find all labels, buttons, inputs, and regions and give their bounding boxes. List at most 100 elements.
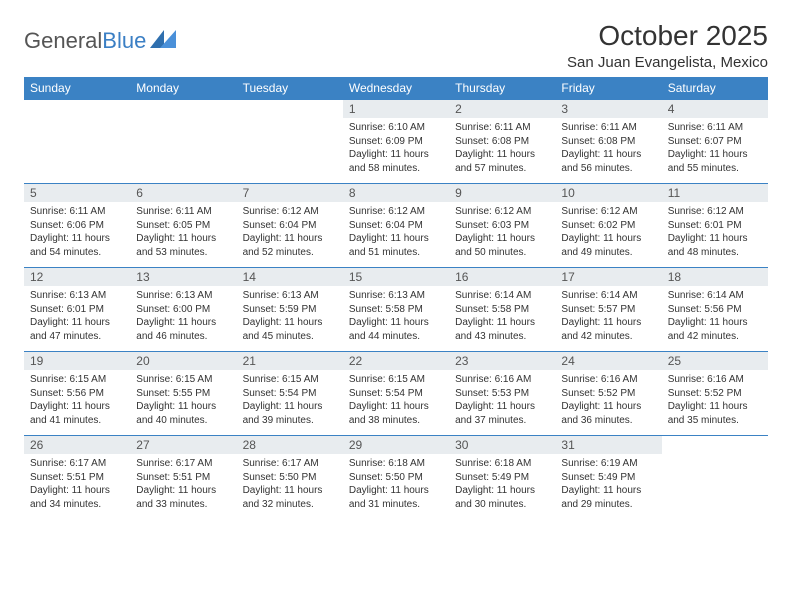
calendar-cell: 21Sunrise: 6:15 AMSunset: 5:54 PMDayligh…	[237, 351, 343, 435]
day-details: Sunrise: 6:19 AMSunset: 5:49 PMDaylight:…	[555, 454, 661, 515]
calendar-cell: 18Sunrise: 6:14 AMSunset: 5:56 PMDayligh…	[662, 267, 768, 351]
day-details: Sunrise: 6:12 AMSunset: 6:04 PMDaylight:…	[237, 202, 343, 263]
day-details: Sunrise: 6:16 AMSunset: 5:53 PMDaylight:…	[449, 370, 555, 431]
day-details: Sunrise: 6:15 AMSunset: 5:54 PMDaylight:…	[237, 370, 343, 431]
calendar-cell: 17Sunrise: 6:14 AMSunset: 5:57 PMDayligh…	[555, 267, 661, 351]
day-number: 3	[555, 100, 661, 118]
logo-icon	[150, 28, 176, 54]
day-details: Sunrise: 6:12 AMSunset: 6:04 PMDaylight:…	[343, 202, 449, 263]
calendar-cell: 8Sunrise: 6:12 AMSunset: 6:04 PMDaylight…	[343, 183, 449, 267]
day-details: Sunrise: 6:11 AMSunset: 6:08 PMDaylight:…	[555, 118, 661, 179]
day-details: Sunrise: 6:17 AMSunset: 5:51 PMDaylight:…	[130, 454, 236, 515]
day-details: Sunrise: 6:11 AMSunset: 6:05 PMDaylight:…	[130, 202, 236, 263]
day-header: Tuesday	[237, 77, 343, 99]
calendar-cell: 22Sunrise: 6:15 AMSunset: 5:54 PMDayligh…	[343, 351, 449, 435]
calendar-cell: 15Sunrise: 6:13 AMSunset: 5:58 PMDayligh…	[343, 267, 449, 351]
logo-text-2: Blue	[102, 28, 146, 54]
day-details: Sunrise: 6:16 AMSunset: 5:52 PMDaylight:…	[662, 370, 768, 431]
day-details: Sunrise: 6:15 AMSunset: 5:54 PMDaylight:…	[343, 370, 449, 431]
day-number: 26	[24, 436, 130, 454]
month-title: October 2025	[567, 20, 768, 52]
calendar-cell: 26Sunrise: 6:17 AMSunset: 5:51 PMDayligh…	[24, 435, 130, 519]
day-number: 7	[237, 184, 343, 202]
calendar-row: 19Sunrise: 6:15 AMSunset: 5:56 PMDayligh…	[24, 351, 768, 435]
day-details: Sunrise: 6:14 AMSunset: 5:57 PMDaylight:…	[555, 286, 661, 347]
day-details: Sunrise: 6:11 AMSunset: 6:06 PMDaylight:…	[24, 202, 130, 263]
calendar-row: 1Sunrise: 6:10 AMSunset: 6:09 PMDaylight…	[24, 99, 768, 183]
calendar-cell: 3Sunrise: 6:11 AMSunset: 6:08 PMDaylight…	[555, 99, 661, 183]
day-number: 5	[24, 184, 130, 202]
day-details: Sunrise: 6:13 AMSunset: 6:01 PMDaylight:…	[24, 286, 130, 347]
day-number: 15	[343, 268, 449, 286]
calendar-row: 26Sunrise: 6:17 AMSunset: 5:51 PMDayligh…	[24, 435, 768, 519]
location: San Juan Evangelista, Mexico	[567, 54, 768, 71]
day-details: Sunrise: 6:16 AMSunset: 5:52 PMDaylight:…	[555, 370, 661, 431]
day-number: 19	[24, 352, 130, 370]
day-number: 27	[130, 436, 236, 454]
calendar-cell: 29Sunrise: 6:18 AMSunset: 5:50 PMDayligh…	[343, 435, 449, 519]
calendar-row: 5Sunrise: 6:11 AMSunset: 6:06 PMDaylight…	[24, 183, 768, 267]
day-number: 11	[662, 184, 768, 202]
calendar-row: 12Sunrise: 6:13 AMSunset: 6:01 PMDayligh…	[24, 267, 768, 351]
day-number: 24	[555, 352, 661, 370]
day-details: Sunrise: 6:13 AMSunset: 5:59 PMDaylight:…	[237, 286, 343, 347]
calendar-cell	[662, 435, 768, 519]
day-number: 9	[449, 184, 555, 202]
day-details: Sunrise: 6:15 AMSunset: 5:55 PMDaylight:…	[130, 370, 236, 431]
calendar-cell: 2Sunrise: 6:11 AMSunset: 6:08 PMDaylight…	[449, 99, 555, 183]
day-number: 21	[237, 352, 343, 370]
calendar-cell: 25Sunrise: 6:16 AMSunset: 5:52 PMDayligh…	[662, 351, 768, 435]
day-number: 17	[555, 268, 661, 286]
day-details: Sunrise: 6:13 AMSunset: 6:00 PMDaylight:…	[130, 286, 236, 347]
day-details: Sunrise: 6:13 AMSunset: 5:58 PMDaylight:…	[343, 286, 449, 347]
day-header: Wednesday	[343, 77, 449, 99]
calendar-cell: 16Sunrise: 6:14 AMSunset: 5:58 PMDayligh…	[449, 267, 555, 351]
calendar-body: 1Sunrise: 6:10 AMSunset: 6:09 PMDaylight…	[24, 99, 768, 519]
day-number: 20	[130, 352, 236, 370]
day-details: Sunrise: 6:11 AMSunset: 6:08 PMDaylight:…	[449, 118, 555, 179]
calendar-cell: 12Sunrise: 6:13 AMSunset: 6:01 PMDayligh…	[24, 267, 130, 351]
calendar-cell: 4Sunrise: 6:11 AMSunset: 6:07 PMDaylight…	[662, 99, 768, 183]
calendar-table: SundayMondayTuesdayWednesdayThursdayFrid…	[24, 77, 768, 519]
logo: GeneralBlue	[24, 20, 176, 54]
day-header: Monday	[130, 77, 236, 99]
day-header: Thursday	[449, 77, 555, 99]
calendar-cell: 23Sunrise: 6:16 AMSunset: 5:53 PMDayligh…	[449, 351, 555, 435]
day-number: 13	[130, 268, 236, 286]
calendar-cell: 11Sunrise: 6:12 AMSunset: 6:01 PMDayligh…	[662, 183, 768, 267]
day-details: Sunrise: 6:17 AMSunset: 5:50 PMDaylight:…	[237, 454, 343, 515]
day-details: Sunrise: 6:18 AMSunset: 5:50 PMDaylight:…	[343, 454, 449, 515]
title-block: October 2025 San Juan Evangelista, Mexic…	[567, 20, 768, 71]
calendar-cell: 20Sunrise: 6:15 AMSunset: 5:55 PMDayligh…	[130, 351, 236, 435]
calendar-cell: 19Sunrise: 6:15 AMSunset: 5:56 PMDayligh…	[24, 351, 130, 435]
day-number: 22	[343, 352, 449, 370]
day-details: Sunrise: 6:10 AMSunset: 6:09 PMDaylight:…	[343, 118, 449, 179]
day-number: 2	[449, 100, 555, 118]
logo-text-1: General	[24, 28, 102, 54]
day-number: 31	[555, 436, 661, 454]
calendar-cell: 13Sunrise: 6:13 AMSunset: 6:00 PMDayligh…	[130, 267, 236, 351]
day-header: Saturday	[662, 77, 768, 99]
day-number: 16	[449, 268, 555, 286]
day-details: Sunrise: 6:14 AMSunset: 5:56 PMDaylight:…	[662, 286, 768, 347]
header: GeneralBlue October 2025 San Juan Evange…	[24, 20, 768, 71]
calendar-cell	[130, 99, 236, 183]
calendar-cell: 7Sunrise: 6:12 AMSunset: 6:04 PMDaylight…	[237, 183, 343, 267]
day-details: Sunrise: 6:11 AMSunset: 6:07 PMDaylight:…	[662, 118, 768, 179]
day-number: 4	[662, 100, 768, 118]
calendar-head: SundayMondayTuesdayWednesdayThursdayFrid…	[24, 77, 768, 99]
calendar-cell	[237, 99, 343, 183]
day-header: Sunday	[24, 77, 130, 99]
day-number: 18	[662, 268, 768, 286]
day-number: 6	[130, 184, 236, 202]
day-details: Sunrise: 6:18 AMSunset: 5:49 PMDaylight:…	[449, 454, 555, 515]
day-number: 10	[555, 184, 661, 202]
calendar-cell: 31Sunrise: 6:19 AMSunset: 5:49 PMDayligh…	[555, 435, 661, 519]
day-details: Sunrise: 6:15 AMSunset: 5:56 PMDaylight:…	[24, 370, 130, 431]
calendar-cell: 14Sunrise: 6:13 AMSunset: 5:59 PMDayligh…	[237, 267, 343, 351]
calendar-cell: 9Sunrise: 6:12 AMSunset: 6:03 PMDaylight…	[449, 183, 555, 267]
calendar-cell: 27Sunrise: 6:17 AMSunset: 5:51 PMDayligh…	[130, 435, 236, 519]
calendar-cell: 6Sunrise: 6:11 AMSunset: 6:05 PMDaylight…	[130, 183, 236, 267]
day-number: 12	[24, 268, 130, 286]
day-number: 14	[237, 268, 343, 286]
